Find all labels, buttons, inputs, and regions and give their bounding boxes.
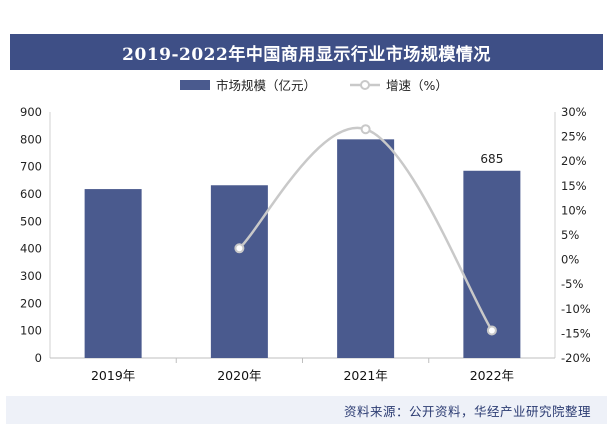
x-category-label: 2020年: [217, 368, 261, 383]
y-right-tick-label: -20%: [561, 351, 591, 365]
legend-line-marker: [360, 80, 370, 90]
growth-rate-point: [234, 243, 245, 254]
bar-market-size: [84, 189, 142, 358]
y-right-tick-label: -10%: [561, 302, 591, 316]
y-left-tick-label: 400: [20, 242, 42, 256]
growth-rate-point: [486, 325, 497, 336]
y-right-tick-label: 10%: [561, 203, 587, 217]
y-left-tick-label: 600: [20, 187, 42, 201]
y-left-tick-label: 700: [20, 160, 42, 174]
x-category-label: 2022年: [470, 368, 514, 383]
y-right-tick-label: -15%: [561, 326, 591, 340]
y-right-tick-label: 20%: [561, 154, 587, 168]
bar-data-label: 685: [480, 152, 503, 166]
legend-line-label: 增速（%）: [386, 78, 448, 93]
x-category-label: 2021年: [343, 368, 387, 383]
source-note: 资料来源：公开资料，华经产业研究院整理: [343, 403, 591, 419]
source-footer: 资料来源：公开资料，华经产业研究院整理: [6, 396, 607, 424]
y-right-tick-label: 30%: [561, 105, 587, 119]
bar-market-size: [210, 185, 268, 358]
y-right-tick-label: 15%: [561, 179, 587, 193]
y-right-tick-label: 25%: [561, 130, 587, 144]
y-left-tick-label: 800: [20, 132, 42, 146]
legend-bar-swatch: [180, 80, 210, 90]
y-left-tick-label: 300: [20, 269, 42, 283]
y-left-tick-label: 200: [20, 296, 42, 310]
y-right-tick-label: 5%: [561, 228, 579, 242]
legend-bar-label: 市场规模（亿元）: [216, 78, 316, 93]
chart-title: 2019-2022年中国商用显示行业市场规模情况: [10, 34, 603, 70]
y-right-tick-label: 0%: [561, 253, 579, 267]
y-left-tick-label: 500: [20, 214, 42, 228]
x-category-label: 2019年: [91, 368, 135, 383]
bar-market-size: [337, 139, 395, 358]
y-right-tick-label: -5%: [561, 277, 583, 291]
y-left-tick-label: 100: [20, 324, 42, 338]
y-left-tick-label: 0: [35, 351, 42, 365]
y-left-tick-label: 900: [20, 105, 42, 119]
growth-rate-point: [360, 124, 371, 135]
